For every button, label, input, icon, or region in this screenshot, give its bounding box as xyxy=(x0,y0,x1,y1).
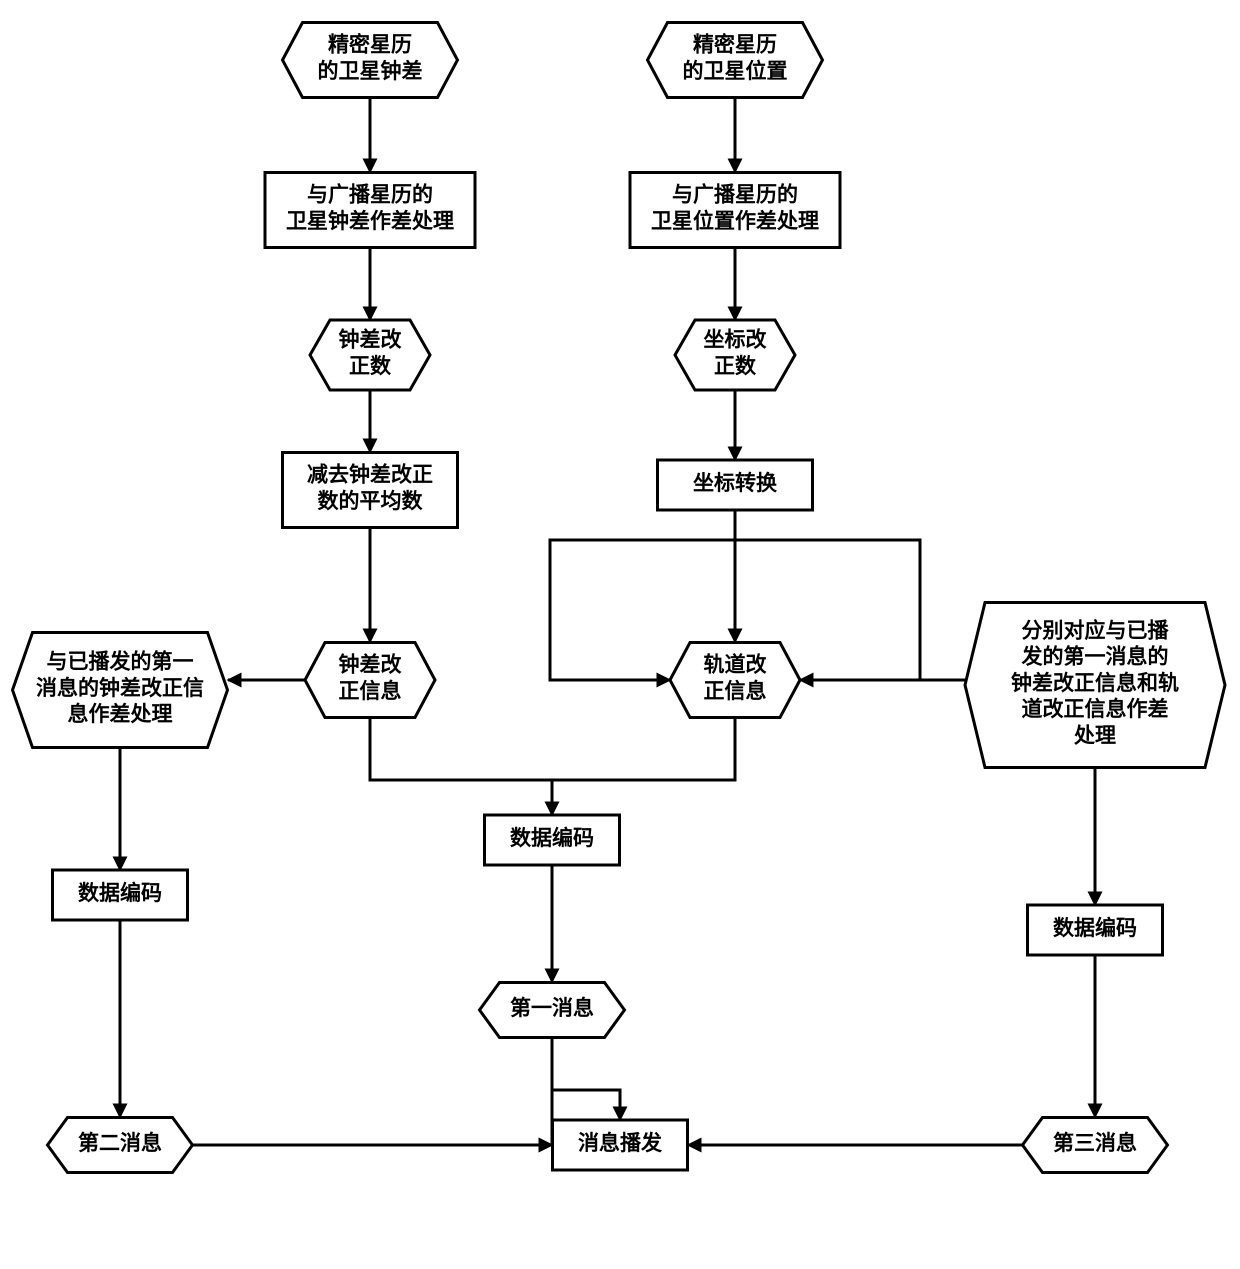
edge xyxy=(552,718,735,780)
node-label: 正信息 xyxy=(704,679,767,703)
node-label: 数据编码 xyxy=(510,826,594,850)
node-label: 的卫星钟差 xyxy=(318,59,423,83)
node-n17: 第二消息 xyxy=(48,1118,193,1173)
node-label: 数据编码 xyxy=(78,881,162,905)
node-label: 消息播发 xyxy=(578,1131,663,1155)
node-label: 正数 xyxy=(349,354,392,378)
nodes-layer: 精密星历的卫星钟差精密星历的卫星位置与广播星历的卫星钟差作差处理与广播星历的卫星… xyxy=(13,23,1226,1173)
node-label: 处理 xyxy=(1073,723,1116,747)
node-label: 的卫星位置 xyxy=(683,59,788,83)
node-label: 卫星位置作差处理 xyxy=(651,209,819,233)
node-label: 第二消息 xyxy=(78,1131,162,1155)
node-label: 第一消息 xyxy=(510,996,594,1020)
node-n8: 坐标转换 xyxy=(658,460,813,510)
node-n18: 第三消息 xyxy=(1023,1118,1168,1173)
node-label: 与广播星历的 xyxy=(672,183,798,207)
node-label: 正数 xyxy=(714,354,757,378)
edge xyxy=(550,565,670,680)
node-n4: 与广播星历的卫星位置作差处理 xyxy=(630,173,840,248)
node-label: 坐标转换 xyxy=(693,471,778,495)
node-n14: 数据编码 xyxy=(53,870,188,920)
node-n7: 减去钟差改正数的平均数 xyxy=(283,453,458,528)
node-n3: 与广播星历的卫星钟差作差处理 xyxy=(265,173,475,248)
node-label: 数的平均数 xyxy=(318,489,424,513)
node-label: 精密星历 xyxy=(693,33,777,57)
node-n13: 数据编码 xyxy=(485,815,620,865)
node-n19: 消息播发 xyxy=(553,1120,688,1170)
node-n2: 精密星历的卫星位置 xyxy=(648,23,823,98)
node-n6: 坐标改正数 xyxy=(675,320,795,390)
node-label: 道改正信息作差 xyxy=(1022,697,1169,721)
node-label: 坐标改 xyxy=(704,328,768,352)
node-n12: 分别对应与已播发的第一消息的钟差改正信息和轨道改正信息作差处理 xyxy=(965,603,1225,768)
node-label: 减去钟差改正 xyxy=(307,463,433,487)
node-label: 息作差处理 xyxy=(68,702,173,726)
node-label: 第三消息 xyxy=(1053,1131,1137,1155)
node-n10: 轨道改正信息 xyxy=(670,643,800,718)
node-label: 正信息 xyxy=(339,679,402,703)
node-label: 精密星历 xyxy=(328,33,412,57)
node-n11: 与已播发的第一消息的钟差改正信息作差处理 xyxy=(13,633,228,748)
node-label: 数据编码 xyxy=(1053,916,1137,940)
node-n16: 第一消息 xyxy=(480,983,625,1038)
edge xyxy=(552,1038,620,1120)
node-label: 钟差改 xyxy=(339,328,403,352)
node-label: 分别对应与已播 xyxy=(1022,618,1170,642)
node-label: 消息的钟差改正信 xyxy=(36,676,204,700)
node-n1: 精密星历的卫星钟差 xyxy=(283,23,458,98)
node-label: 钟差改正信息和轨 xyxy=(1011,671,1179,695)
node-label: 钟差改 xyxy=(339,653,403,677)
node-n5: 钟差改正数 xyxy=(310,320,430,390)
node-label: 发的第一消息的 xyxy=(1021,645,1169,669)
node-label: 轨道改 xyxy=(704,653,768,677)
node-n15: 数据编码 xyxy=(1028,905,1163,955)
node-label: 与广播星历的 xyxy=(307,183,433,207)
node-n9: 钟差改正信息 xyxy=(305,643,435,718)
edge xyxy=(920,565,965,680)
edge xyxy=(370,718,552,815)
node-label: 卫星钟差作差处理 xyxy=(286,209,454,233)
node-label: 与已播发的第一 xyxy=(47,650,194,674)
